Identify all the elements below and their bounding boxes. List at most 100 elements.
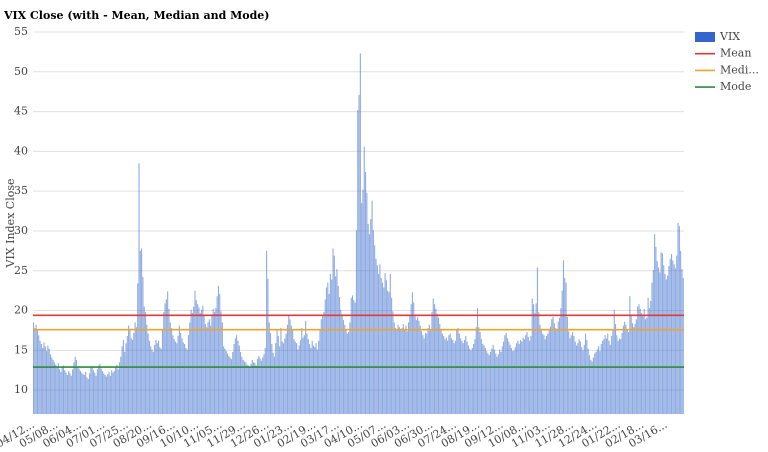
bar: [161, 330, 164, 414]
bar: [454, 340, 456, 414]
bar: [254, 363, 256, 414]
bar: [509, 344, 511, 414]
bar: [665, 279, 667, 414]
bar: [307, 339, 309, 414]
bar: [492, 344, 494, 414]
bar: [314, 347, 316, 414]
bar: [219, 293, 221, 414]
bar: [160, 348, 162, 414]
bar: [398, 327, 400, 414]
bar: [566, 316, 568, 414]
bar: [607, 333, 609, 414]
bar: [282, 343, 285, 414]
bar: [379, 264, 381, 414]
bar: [434, 304, 436, 414]
bar: [242, 359, 244, 414]
bar: [79, 371, 81, 414]
bar: [397, 324, 399, 414]
bar: [595, 351, 597, 414]
bar: [120, 356, 122, 414]
bar: [479, 332, 481, 414]
bar: [191, 312, 193, 414]
bar: [582, 350, 584, 414]
bar: [156, 343, 158, 414]
bar: [49, 354, 52, 414]
bar: [61, 367, 63, 414]
bar: [102, 371, 104, 414]
bar: [163, 312, 165, 414]
bar: [447, 340, 449, 414]
bar: [540, 330, 542, 414]
bar: [215, 308, 217, 414]
bar: [323, 312, 325, 414]
bar: [298, 345, 300, 414]
bar: [253, 362, 255, 414]
bar: [518, 343, 520, 414]
bar: [53, 362, 55, 414]
bar: [172, 335, 174, 414]
bar: [116, 364, 118, 414]
bar: [612, 330, 614, 414]
bar: [92, 370, 94, 414]
bar: [251, 359, 253, 414]
bar: [609, 344, 611, 414]
bar: [514, 347, 516, 414]
bar: [647, 297, 649, 414]
bar: [600, 343, 602, 414]
bar: [260, 360, 262, 414]
bar: [232, 351, 234, 414]
bar: [660, 252, 662, 414]
bar: [402, 324, 404, 414]
bar: [532, 304, 535, 414]
bar: [264, 347, 266, 414]
bar: [496, 356, 498, 414]
bar: [432, 298, 434, 414]
bar: [436, 313, 438, 414]
bar: [43, 342, 45, 414]
bar: [513, 350, 515, 414]
bar: [195, 300, 197, 414]
bar: [103, 373, 105, 414]
bar: [656, 261, 658, 414]
bar: [439, 324, 441, 414]
bar: [650, 300, 652, 414]
bar: [266, 250, 268, 414]
bar: [130, 338, 132, 414]
bar: [419, 325, 421, 414]
bar: [315, 343, 317, 414]
bar: [523, 339, 525, 414]
bar: [590, 359, 592, 414]
bar: [168, 308, 170, 414]
bar: [297, 349, 299, 414]
bar: [118, 362, 121, 414]
bar: [311, 340, 313, 414]
bar: [345, 330, 347, 414]
bar: [42, 347, 44, 414]
bar: [64, 370, 66, 414]
bar: [457, 328, 459, 414]
bar: [112, 372, 114, 414]
y-tick-label: 40: [14, 144, 28, 157]
bar: [306, 333, 308, 414]
bar: [375, 258, 377, 414]
bar: [504, 335, 506, 414]
bar: [47, 345, 49, 414]
y-tick-label: 10: [14, 383, 28, 396]
bar: [601, 340, 604, 414]
bar: [66, 375, 68, 414]
bar: [277, 336, 279, 414]
bar: [228, 355, 230, 414]
bar: [384, 273, 386, 414]
legend-label: Mean: [720, 47, 751, 60]
bar: [470, 350, 472, 414]
bar: [674, 268, 676, 414]
bar: [279, 346, 281, 414]
bar: [672, 260, 674, 414]
bar: [443, 336, 445, 414]
bar: [521, 341, 523, 414]
bar: [70, 375, 72, 414]
bar: [517, 340, 519, 414]
bar: [428, 324, 430, 414]
bar: [462, 343, 464, 414]
bar: [430, 329, 432, 414]
